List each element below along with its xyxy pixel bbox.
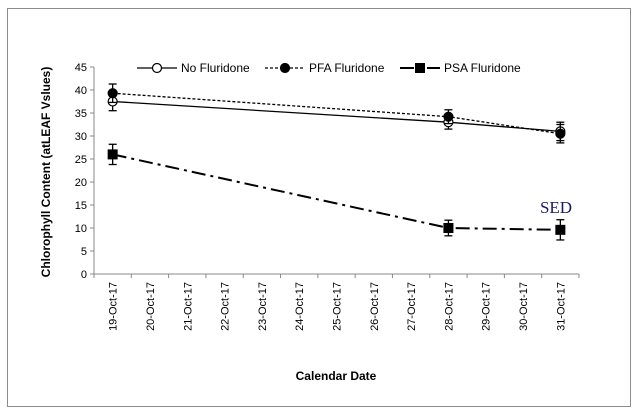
x-axis-label: Calendar Date [296, 369, 377, 383]
y-tick-label: 30 [75, 131, 87, 143]
x-tick-label: 24-Oct-17 [294, 282, 306, 331]
data-point [443, 223, 454, 233]
y-tick-label: 20 [75, 177, 87, 189]
data-point [107, 149, 118, 160]
legend-marker [151, 62, 163, 74]
chart-frame [7, 8, 631, 407]
y-tick-label: 25 [75, 154, 87, 166]
data-point [555, 224, 566, 235]
x-tick-label: 22-Oct-17 [220, 282, 232, 331]
x-tick-label: 29-Oct-17 [481, 282, 493, 331]
y-tick-label: 5 [81, 246, 87, 258]
series-line-1 [112, 92, 561, 135]
sed-annotation: SED [540, 198, 572, 217]
x-tick-label: 25-Oct-17 [332, 282, 344, 331]
x-tick-label: 28-Oct-17 [443, 282, 455, 331]
series-line-0 [112, 100, 561, 133]
legend-marker [415, 63, 425, 73]
data-point [555, 128, 566, 139]
x-tick-label: 20-Oct-17 [145, 282, 157, 331]
y-tick-label: 15 [75, 200, 87, 212]
y-tick-label: 0 [81, 269, 87, 281]
y-tick-label: 45 [75, 62, 87, 74]
x-tick-label: 27-Oct-17 [406, 282, 418, 331]
x-tick-label: 31-Oct-17 [555, 282, 567, 331]
legend-marker [279, 62, 291, 74]
x-tick-label: 23-Oct-17 [257, 282, 269, 331]
legend-label: No Fluridone [181, 61, 250, 75]
y-tick-label: 10 [75, 223, 87, 235]
x-tick-label: 26-Oct-17 [369, 282, 381, 331]
x-tick-label: 21-Oct-17 [182, 282, 194, 331]
y-tick-label: 35 [75, 108, 87, 120]
y-tick-label: 40 [75, 85, 87, 97]
series-line-2 [112, 153, 561, 231]
legend-label: PFA Fluridone [309, 61, 385, 75]
legend-label: PSA Fluridone [444, 61, 521, 75]
y-axis-label: Chlorophyll Content (atLEAF Vslues) [39, 67, 53, 278]
x-tick-label: 19-Oct-17 [108, 282, 120, 331]
data-point [443, 111, 454, 122]
data-point [107, 88, 118, 99]
x-tick-label: 30-Oct-17 [518, 282, 530, 331]
